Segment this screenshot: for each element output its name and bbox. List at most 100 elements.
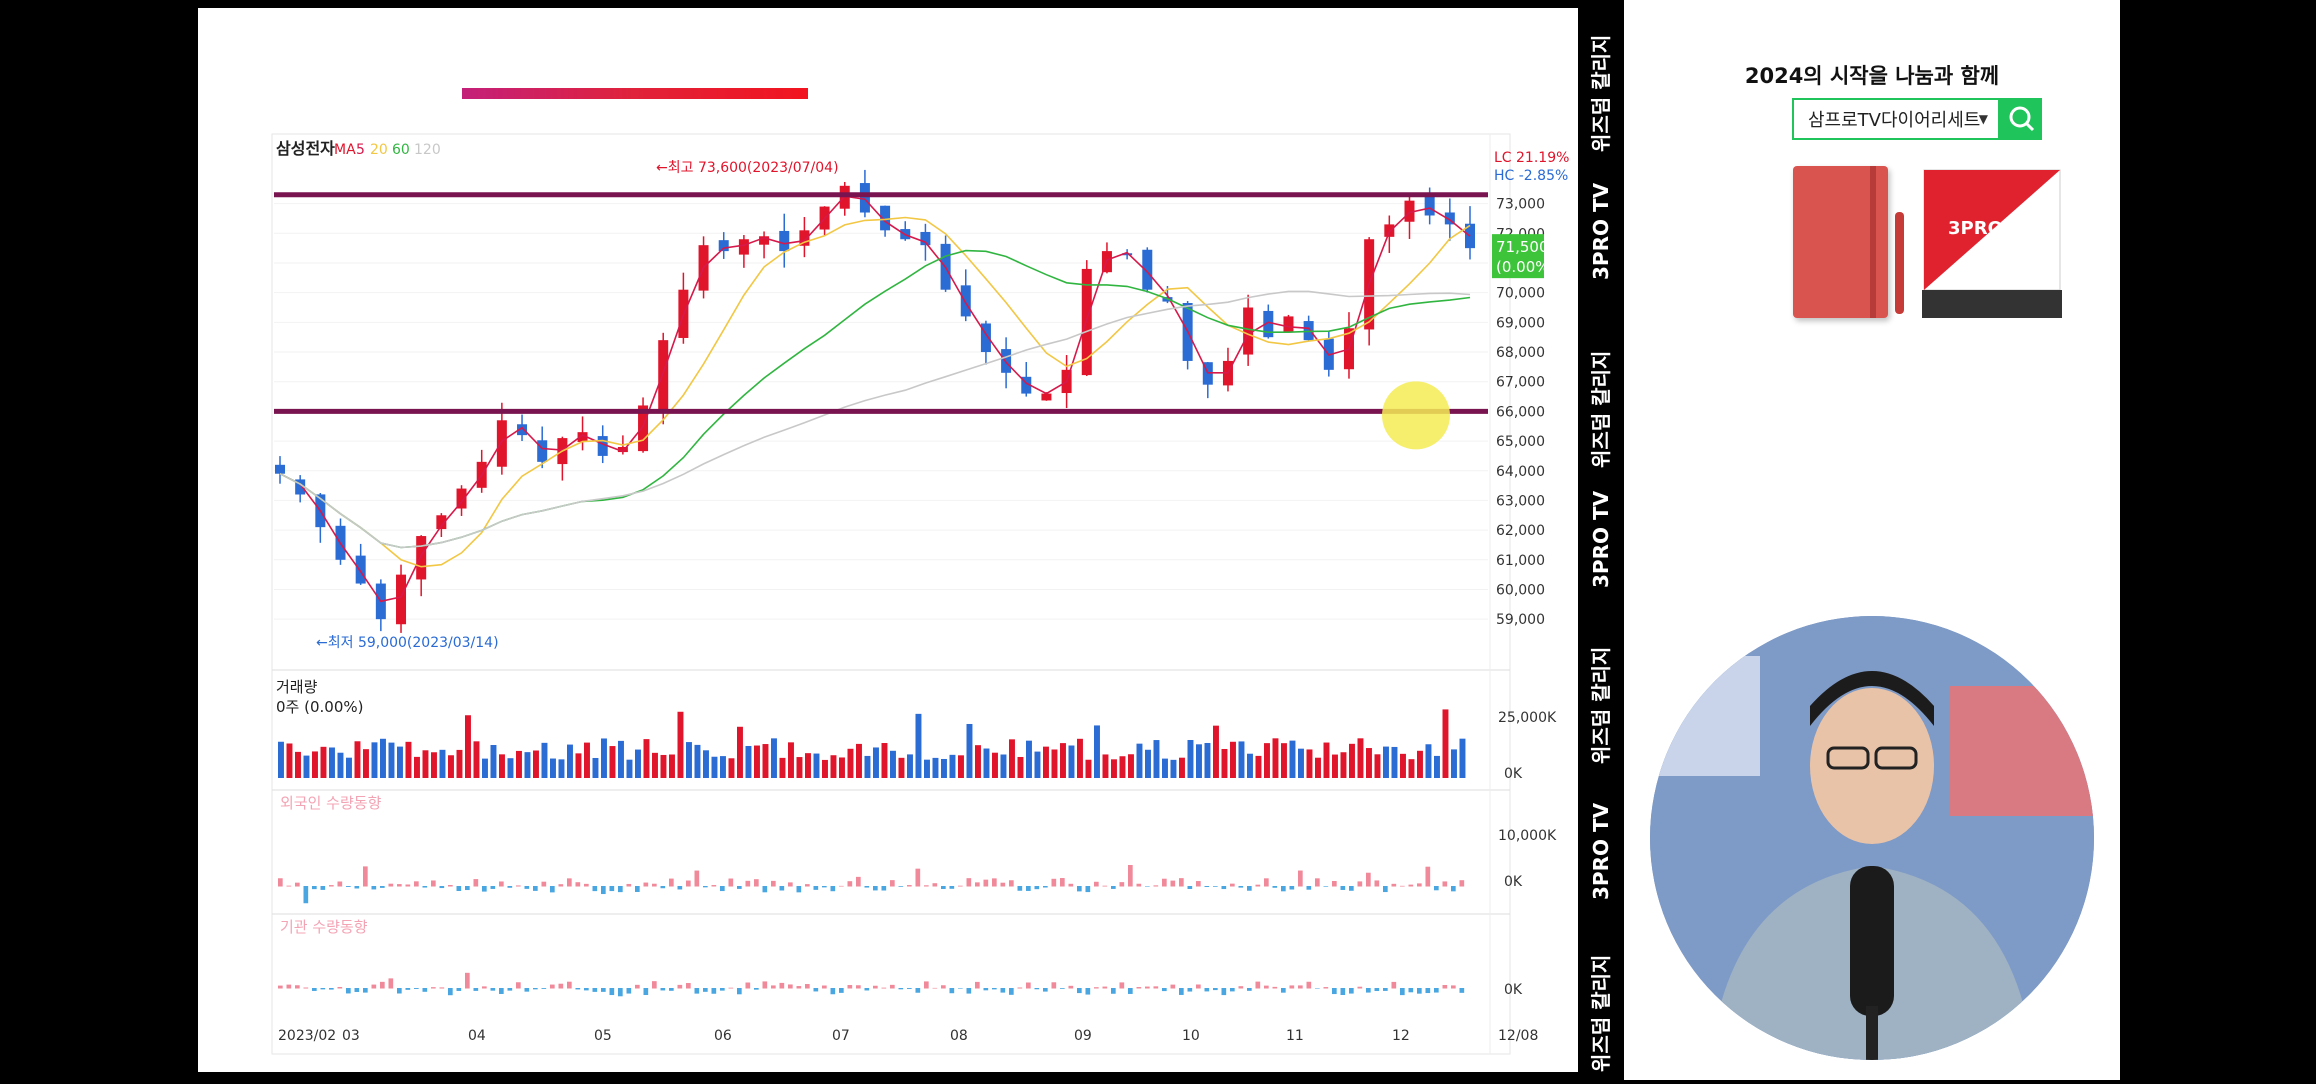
volume-bar bbox=[1077, 738, 1083, 778]
candle-body bbox=[880, 205, 891, 231]
foreign-bar bbox=[1162, 878, 1167, 887]
volume-bar bbox=[864, 755, 871, 778]
date-tick-label: 04 bbox=[468, 1028, 486, 1044]
foreign-bar bbox=[635, 886, 640, 892]
foreign-bar bbox=[983, 879, 989, 887]
institution-bar bbox=[278, 985, 283, 989]
volume-bar bbox=[907, 754, 913, 778]
institution-bar bbox=[286, 984, 292, 989]
institution-bar bbox=[1060, 988, 1065, 989]
volume-bar bbox=[499, 754, 505, 778]
institution-bar bbox=[363, 988, 368, 993]
volume-bar bbox=[609, 746, 616, 778]
volume-bar bbox=[949, 754, 956, 778]
price-tick-label: 66,000 bbox=[1496, 404, 1545, 420]
foreign-bar bbox=[881, 886, 887, 891]
search-button[interactable] bbox=[2000, 98, 2042, 140]
institution-bar bbox=[847, 985, 853, 989]
gift-select[interactable]: 삼프로TV다이어리세트 ▼ bbox=[1792, 98, 2000, 140]
candle-body bbox=[1001, 349, 1012, 373]
institution-bar bbox=[1366, 988, 1371, 993]
volume-bar bbox=[1391, 746, 1398, 778]
foreign-bar bbox=[592, 886, 598, 892]
institution-bar bbox=[1340, 988, 1346, 995]
foreign-bar bbox=[830, 886, 836, 892]
candle-body bbox=[436, 515, 447, 530]
volume-bar bbox=[983, 748, 990, 778]
volume-bar bbox=[839, 757, 845, 778]
candle-body bbox=[980, 323, 991, 353]
stock-chart: 삼성전자 MA 5 20 60 120 LC 21.19% HC -2.85% … bbox=[271, 133, 1569, 1055]
volume-value: 0주 (0.00%) bbox=[276, 698, 363, 716]
volume-bar bbox=[1366, 748, 1372, 778]
institution-bar bbox=[694, 988, 700, 994]
foreign-bar bbox=[1374, 880, 1380, 887]
volume-bar bbox=[1408, 759, 1415, 778]
foreign-bar bbox=[533, 886, 538, 891]
volume-bar bbox=[1281, 743, 1287, 778]
volume-bar bbox=[915, 713, 922, 778]
foreign-bar bbox=[1298, 870, 1303, 887]
foreign-bar bbox=[677, 886, 683, 890]
date-tick-label: 07 bbox=[832, 1028, 850, 1044]
institution-bar bbox=[915, 988, 921, 993]
volume-bar bbox=[1272, 738, 1279, 778]
foreign-bar bbox=[847, 881, 853, 887]
volume-bar bbox=[524, 752, 531, 778]
institution-bar bbox=[1221, 988, 1227, 996]
foreign-bar bbox=[1077, 886, 1082, 892]
volume-bar bbox=[1051, 749, 1058, 778]
ma-line bbox=[279, 290, 1471, 549]
institution-bar bbox=[414, 988, 419, 989]
volume-bar bbox=[711, 756, 718, 778]
volume-bar bbox=[1102, 754, 1109, 778]
date-tick-label: 11 bbox=[1286, 1028, 1304, 1044]
institution-bar bbox=[1094, 987, 1099, 989]
volume-bar bbox=[669, 754, 675, 778]
volume-bar bbox=[1459, 738, 1466, 778]
institution-bar bbox=[1272, 986, 1278, 989]
watermark-strip: 위즈덤 칼리지 3PRO TV 위즈덤 칼리지 3PRO TV 위즈덤 칼리지 … bbox=[1584, 0, 1616, 1080]
volume-tick-high: 25,000K bbox=[1498, 710, 1557, 726]
foreign-bar bbox=[856, 876, 861, 887]
high-annotation: ←최고 73,600(2023/07/04) bbox=[656, 160, 839, 176]
candle-body bbox=[1444, 212, 1455, 225]
foreign-bar bbox=[422, 886, 428, 888]
foreign-bar bbox=[1417, 883, 1422, 887]
volume-bar bbox=[975, 745, 981, 778]
foreign-bar bbox=[626, 883, 632, 887]
institution-bar bbox=[320, 988, 326, 990]
foreign-bar bbox=[388, 883, 394, 887]
institution-bar bbox=[601, 988, 606, 992]
candle-body bbox=[1384, 224, 1395, 237]
volume-bar bbox=[1298, 748, 1304, 778]
institution-bar bbox=[1425, 988, 1431, 994]
foreign-label: 외국인 수량동향 bbox=[280, 794, 382, 812]
volume-bar bbox=[1451, 749, 1457, 778]
institution-bar bbox=[643, 988, 649, 996]
institution-bar bbox=[550, 984, 555, 989]
candle-body bbox=[295, 479, 306, 495]
foreign-bar bbox=[1213, 886, 1218, 887]
foreign-bar bbox=[992, 878, 997, 887]
institution-tick-zero: 0K bbox=[1504, 982, 1523, 998]
institution-bar bbox=[796, 986, 802, 989]
foreign-bar bbox=[575, 882, 581, 887]
foreign-bar bbox=[1315, 878, 1320, 887]
institution-bar bbox=[1247, 988, 1252, 991]
low-annotation: ←최저 59,000(2023/03/14) bbox=[316, 635, 499, 651]
institution-bar bbox=[1128, 988, 1133, 994]
candle-body bbox=[738, 239, 749, 255]
volume-bar bbox=[286, 743, 293, 778]
foreign-bar bbox=[762, 886, 768, 893]
foreign-bar bbox=[1230, 883, 1235, 887]
institution-bar bbox=[448, 988, 453, 996]
volume-bar bbox=[626, 759, 633, 778]
volume-bar bbox=[456, 749, 463, 778]
institution-bar bbox=[1204, 988, 1210, 992]
volume-bar bbox=[1136, 743, 1143, 778]
price-tick-label: 70,000 bbox=[1496, 286, 1545, 302]
volume-bar bbox=[1043, 746, 1049, 778]
volume-bar bbox=[439, 749, 446, 778]
volume-bar bbox=[1094, 725, 1100, 778]
